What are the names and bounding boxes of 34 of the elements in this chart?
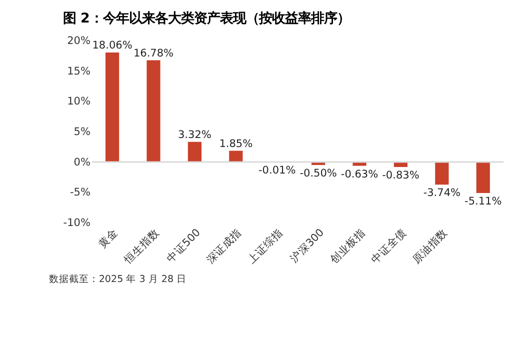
y-tick-label: -5% bbox=[70, 186, 90, 199]
x-tick-label: 原油指数 bbox=[410, 226, 450, 266]
bar bbox=[476, 162, 490, 193]
bar bbox=[146, 60, 160, 162]
text: 数据截至：2025 年 3 月 28 日 bbox=[48, 272, 187, 285]
x-tick-label: 中证全债 bbox=[368, 226, 409, 266]
y-tick-label: 0% bbox=[74, 156, 90, 168]
bar bbox=[188, 142, 202, 162]
bar bbox=[435, 162, 449, 185]
x-tick-label: 恒生指数 bbox=[120, 226, 162, 267]
x-tick-label: 中证500 bbox=[164, 226, 203, 265]
data-label: -0.50% bbox=[300, 167, 337, 180]
data-label: -0.01% bbox=[258, 164, 296, 177]
y-tick-label: 5% bbox=[74, 126, 90, 138]
bar bbox=[229, 150, 243, 162]
data-label: 18.06% bbox=[92, 40, 132, 52]
chart-title: 图 2：今年以来各大类资产表现（按收益率排序） bbox=[62, 10, 350, 27]
x-tick-label: 沪深300 bbox=[288, 226, 327, 265]
data-label: 16.78% bbox=[133, 47, 174, 60]
data-label: 3.32% bbox=[178, 129, 212, 142]
data-label: 1.85% bbox=[219, 138, 253, 150]
bar bbox=[105, 52, 120, 162]
data-label: -5.11% bbox=[464, 195, 502, 208]
y-tick-label: 15% bbox=[67, 65, 90, 78]
y-tick-label: -10% bbox=[63, 216, 90, 229]
x-tick-label: 黄金 bbox=[96, 226, 121, 251]
y-tick-label: 20% bbox=[67, 35, 90, 48]
y-tick-label: 10% bbox=[67, 96, 90, 108]
x-tick-label: 上证综指 bbox=[245, 226, 286, 266]
data-label: -3.74% bbox=[423, 187, 461, 200]
x-tick-label: 深证成指 bbox=[204, 226, 244, 266]
x-tick-label: 创业板指 bbox=[327, 226, 368, 266]
data-label: -0.83% bbox=[382, 169, 420, 182]
data-label: -0.63% bbox=[340, 168, 378, 180]
